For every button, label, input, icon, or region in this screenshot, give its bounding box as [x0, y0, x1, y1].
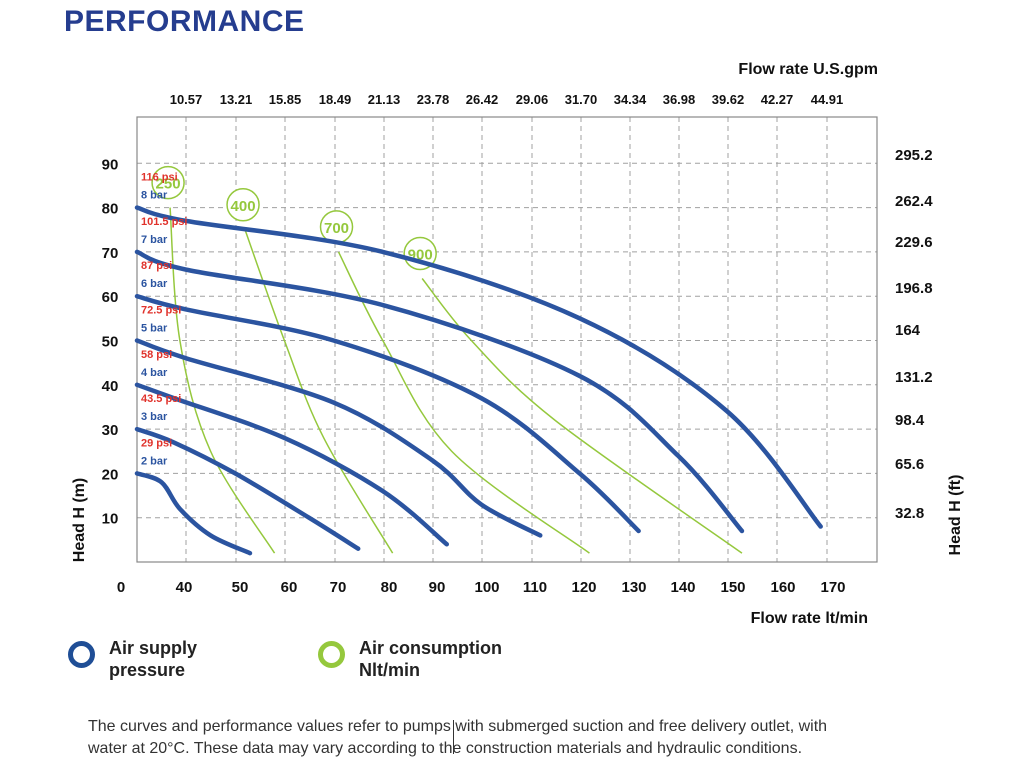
footnote-line2: water at 20°C. These data may vary accor… — [88, 740, 803, 757]
legend-ring-pressure-icon — [68, 641, 95, 668]
y-right-tick-label: 65.6 — [895, 456, 924, 473]
x-top-tick-label: 21.13 — [368, 92, 401, 107]
air-consumption-curve-250 — [169, 207, 276, 554]
air-consumption-curve-400 — [244, 229, 394, 554]
x-tick-label: 0 — [117, 579, 125, 596]
x-tick-label: 120 — [571, 579, 596, 596]
y-right-tick-label: 131.2 — [895, 369, 933, 386]
pressure-curve-4-bar — [134, 382, 450, 547]
y-right-axis-label: Head H (ft) — [947, 475, 964, 556]
air-consumption-label-700: 700 — [324, 220, 349, 237]
bar-label: 7 bar — [141, 234, 168, 246]
x-tick-label: 100 — [474, 579, 499, 596]
x-tick-label: 90 — [429, 579, 446, 596]
x-top-tick-label: 44.91 — [811, 92, 844, 107]
y-right-tick-label: 262.4 — [895, 193, 933, 210]
x-tick-label: 170 — [820, 579, 845, 596]
y-tick-label: 50 — [102, 334, 119, 351]
y-right-tick-label: 164 — [895, 322, 921, 339]
x-top-tick-label: 31.70 — [565, 92, 598, 107]
x-tick-label: 140 — [670, 579, 695, 596]
pressure-curve-7-bar — [134, 249, 745, 534]
x-top-tick-label: 15.85 — [269, 92, 302, 107]
x-top-tick-label: 39.62 — [712, 92, 745, 107]
x-top-tick-label: 34.34 — [614, 92, 647, 107]
y-tick-label: 30 — [102, 422, 119, 439]
pressure-curve-5-bar — [134, 338, 543, 538]
y-tick-label: 70 — [102, 245, 119, 262]
y-right-tick-label: 98.4 — [895, 412, 925, 429]
x-top-tick-label: 42.27 — [761, 92, 794, 107]
psi-label: 29 psi — [141, 437, 172, 449]
x-tick-label: 110 — [523, 579, 547, 596]
x-tick-label: 160 — [770, 579, 795, 596]
y-tick-label: 10 — [102, 511, 119, 528]
legend-item-pressure: Air supply pressure — [68, 637, 197, 681]
text-cursor — [453, 720, 454, 754]
x-tick-label: 50 — [232, 579, 249, 596]
bar-label: 4 bar — [141, 367, 168, 379]
x-top-tick-label: 23.78 — [417, 92, 450, 107]
bar-label: 8 bar — [141, 190, 168, 202]
air-consumption-badge-250 — [151, 165, 185, 200]
bar-label: 6 bar — [141, 278, 168, 290]
y-tick-label: 40 — [102, 378, 119, 395]
x-top-tick-label: 13.21 — [220, 92, 253, 107]
x-tick-label: 80 — [381, 579, 398, 596]
legend-pressure-line1: Air supply — [109, 638, 198, 658]
bar-label: 2 bar — [141, 455, 168, 467]
x-tick-label: 40 — [176, 579, 193, 596]
air-consumption-curve-900 — [421, 278, 743, 554]
x-axis-label: Flow rate lt/min — [751, 610, 868, 627]
page-title: PERFORMANCE — [64, 5, 305, 38]
y-right-tick-label: 295.2 — [895, 147, 933, 164]
psi-label: 43.5 psi — [141, 393, 181, 405]
pressure-curve-2-bar — [134, 471, 253, 556]
psi-label: 58 psi — [141, 349, 172, 361]
pressure-curve-8-bar — [134, 205, 823, 529]
legend-ring-consumption-icon — [318, 641, 345, 668]
y-tick-label: 60 — [102, 289, 119, 306]
pressure-curve-6-bar — [134, 293, 641, 534]
x-tick-label: 70 — [330, 579, 347, 596]
x-tick-label: 60 — [281, 579, 298, 596]
x-top-tick-label: 36.98 — [663, 92, 696, 107]
x-top-axis-label: Flow rate U.S.gpm — [738, 61, 878, 78]
legend-pressure-line2: pressure — [109, 660, 186, 680]
y-right-tick-label: 229.6 — [895, 234, 933, 251]
y-right-tick-label: 196.8 — [895, 280, 933, 297]
bar-label: 3 bar — [141, 411, 168, 423]
performance-chart: 250 400 700 90 0 116 psi 8 bar 101.5 psi 7 bar 8… — [71, 61, 964, 627]
pressure-curve-3-bar — [134, 426, 361, 551]
x-top-tick-label: 26.42 — [466, 92, 499, 107]
psi-label: 116 psi — [141, 172, 178, 184]
bar-label: 5 bar — [141, 323, 168, 335]
footnote: The curves and performance values refer … — [88, 716, 988, 760]
psi-label: 101.5 psi — [141, 216, 187, 228]
y-axis-label: Head H (m) — [71, 478, 88, 562]
footnote-line1: The curves and performance values refer … — [88, 718, 828, 735]
y-tick-label: 80 — [102, 201, 119, 218]
psi-label: 72.5 psi — [141, 305, 181, 317]
y-tick-label: 90 — [102, 156, 119, 173]
plot-frame — [136, 116, 878, 563]
x-top-tick-label: 18.49 — [319, 92, 352, 107]
air-consumption-label-400: 400 — [231, 198, 256, 215]
air-consumption-curve-700 — [337, 251, 590, 554]
air-consumption-badge-400 — [226, 188, 260, 222]
x-tick-label: 130 — [621, 579, 646, 596]
legend-consumption-line2: Nlt/min — [359, 660, 420, 680]
x-tick-label: 150 — [720, 579, 745, 596]
y-right-tick-label: 32.8 — [895, 505, 924, 522]
x-top-tick-label: 10.57 — [170, 92, 203, 107]
x-top-tick-label: 29.06 — [516, 92, 549, 107]
y-tick-label: 20 — [102, 466, 119, 483]
legend-consumption-line1: Air consumption — [359, 638, 502, 658]
psi-label: 87 psi — [141, 260, 172, 272]
air-consumption-label-250: 250 — [156, 176, 181, 193]
legend-item-consumption: Air consumption Nlt/min — [318, 637, 502, 681]
